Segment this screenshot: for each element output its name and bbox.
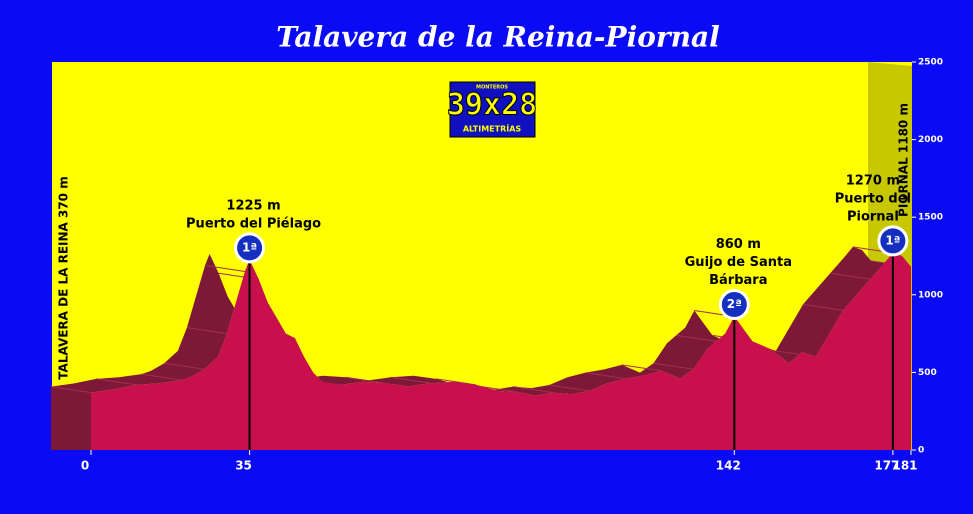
- depth-line: [436, 378, 477, 386]
- depth-line: [481, 386, 522, 394]
- logo: MONTEROS 39x28 ALTIMETRÍAS: [446, 81, 538, 138]
- profile: [91, 252, 911, 450]
- x-tick-label: 181: [892, 459, 917, 473]
- x-tick-label: 35: [235, 459, 252, 473]
- pass-label: Guijo de Santa: [685, 255, 792, 270]
- y-tick-label: 500: [918, 368, 937, 378]
- depth-line: [676, 334, 717, 342]
- pass-category: 2ª: [727, 297, 742, 311]
- depth-line: [50, 386, 92, 394]
- chart-title: Talavera de la Reina-Piornal: [276, 21, 720, 54]
- depth-line: [186, 327, 227, 335]
- pass-label: Puerto del Piélago: [186, 216, 321, 231]
- depth-line: [164, 362, 205, 370]
- y-tick-label: 2000: [918, 135, 943, 145]
- pass-category: 1ª: [242, 240, 257, 254]
- x-tick-label: 177: [874, 459, 899, 473]
- pass-label: Puerto del: [835, 191, 911, 206]
- y-tick-label: 1500: [918, 213, 943, 223]
- depth-line: [830, 272, 871, 280]
- depth-line: [621, 364, 662, 372]
- pass-label: Bárbara: [709, 273, 767, 288]
- pass-label: Piornal: [847, 209, 899, 224]
- logo-main: 39x28: [447, 88, 537, 123]
- y-tick-label: 1000: [918, 290, 943, 300]
- depth-line: [345, 376, 386, 384]
- logo-bottom: ALTIMETRÍAS: [463, 123, 522, 134]
- pass-icon: [234, 232, 266, 264]
- logo-box: [449, 81, 536, 138]
- depth-line: [549, 384, 590, 392]
- depth-line: [585, 372, 626, 380]
- pass-label: 1270 m: [846, 173, 900, 188]
- x-tick-label: 142: [716, 459, 741, 473]
- pass-label: 860 m: [716, 237, 761, 252]
- depth-line: [204, 265, 246, 273]
- x-tick-label: 0: [81, 459, 89, 473]
- depth-line: [653, 362, 694, 370]
- depth-line: [141, 373, 182, 381]
- depth-line: [96, 378, 137, 386]
- logo-top: MONTEROS: [476, 85, 508, 91]
- depth-line: [390, 376, 431, 384]
- pass-icon: [718, 289, 750, 321]
- depth-line: [513, 386, 554, 394]
- depth-line: [802, 303, 844, 311]
- start-label: TALAVERA DE LA REINA 370 m: [57, 176, 71, 379]
- pass-category: 1ª: [885, 233, 900, 247]
- y-tick-label: 0: [918, 446, 924, 456]
- pass-label: 1225 m: [226, 198, 280, 213]
- end-label: PIORNAL 1180 m: [897, 103, 911, 217]
- pass-icon: [877, 225, 909, 257]
- y-tick-label: 2500: [918, 58, 943, 68]
